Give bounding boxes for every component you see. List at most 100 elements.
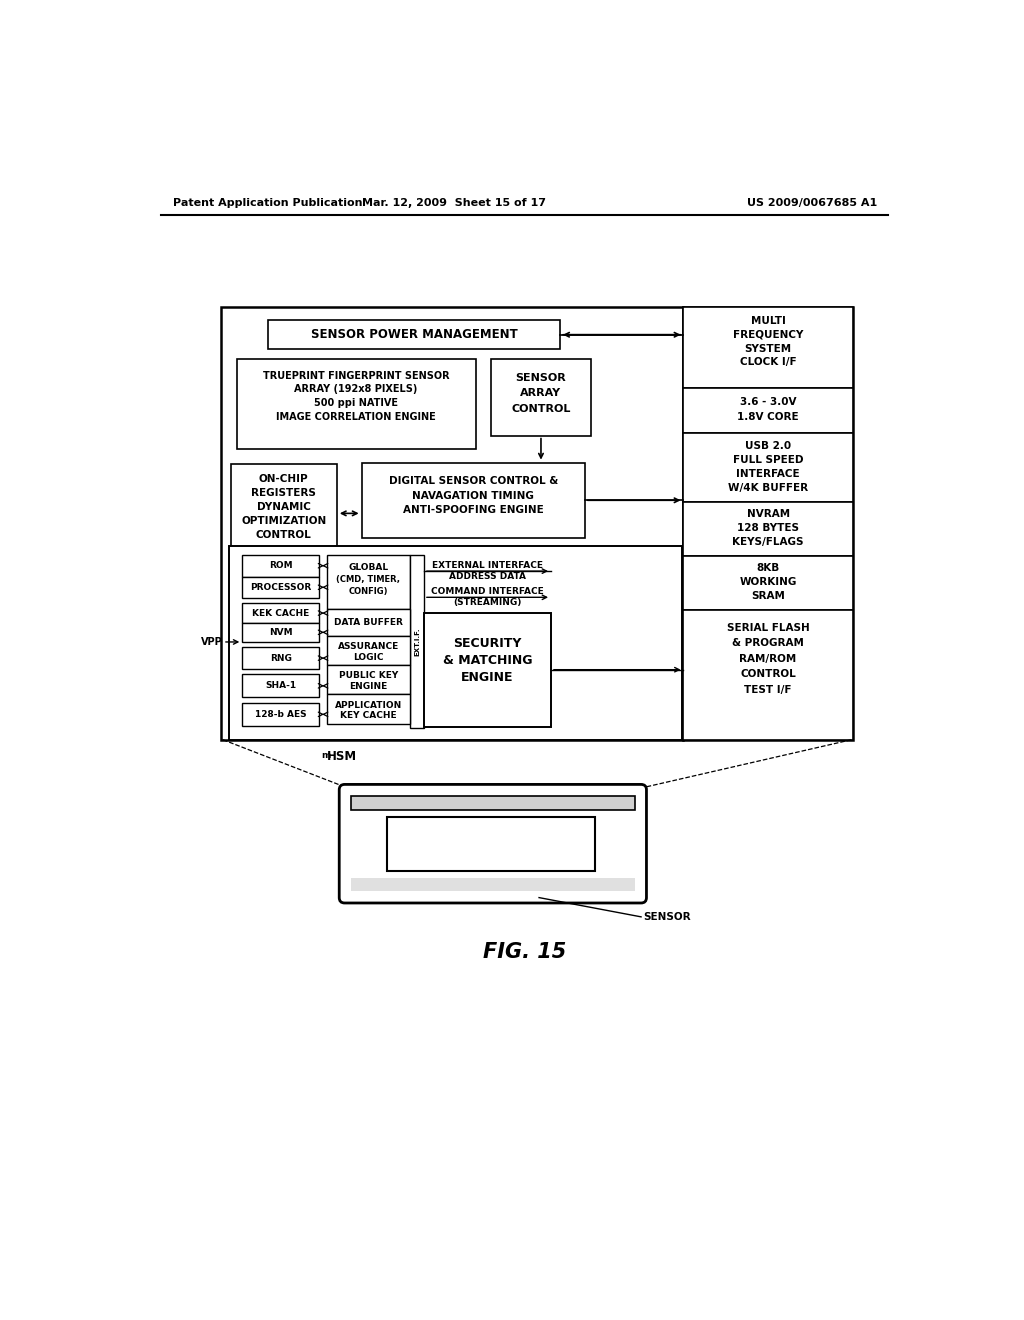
Text: ASSURANCE: ASSURANCE <box>338 642 399 651</box>
Text: INTERFACE: INTERFACE <box>736 469 800 479</box>
Bar <box>243 647 319 669</box>
Text: m: m <box>322 751 331 760</box>
Text: (STREAMING): (STREAMING) <box>454 598 521 607</box>
Text: DYNAMIC: DYNAMIC <box>257 502 310 512</box>
Bar <box>387 817 595 871</box>
Text: KEY CACHE: KEY CACHE <box>340 711 397 721</box>
Text: CONFIG): CONFIG) <box>349 587 388 597</box>
Text: CONTROL: CONTROL <box>256 529 311 540</box>
Text: MULTI: MULTI <box>751 315 785 326</box>
Text: HSM: HSM <box>327 750 357 763</box>
Bar <box>410 554 424 729</box>
Text: ROM: ROM <box>269 561 293 570</box>
Bar <box>243 577 319 598</box>
Text: 500 ppi NATIVE: 500 ppi NATIVE <box>314 399 398 408</box>
Bar <box>490 359 591 436</box>
Text: SENSOR POWER MANAGEMENT: SENSOR POWER MANAGEMENT <box>310 329 517 342</box>
Text: FREQUENCY: FREQUENCY <box>733 330 803 339</box>
Bar <box>327 609 410 636</box>
Text: CONTROL: CONTROL <box>740 669 796 680</box>
Bar <box>221 308 683 739</box>
Text: CLOCK I/F: CLOCK I/F <box>739 358 797 367</box>
Text: OPTIMIZATION: OPTIMIZATION <box>242 516 327 527</box>
Text: 1.8V CORE: 1.8V CORE <box>737 412 799 422</box>
Bar <box>237 359 475 449</box>
Text: NVM: NVM <box>269 628 293 636</box>
Text: NVRAM: NVRAM <box>746 510 790 519</box>
Text: SENSOR: SENSOR <box>516 372 566 383</box>
Text: EXT.I.F.: EXT.I.F. <box>414 627 420 656</box>
Text: TRUEPRINT FINGERPRINT SENSOR: TRUEPRINT FINGERPRINT SENSOR <box>263 371 450 380</box>
Text: & MATCHING: & MATCHING <box>442 653 532 667</box>
Text: SYSTEM: SYSTEM <box>744 343 792 354</box>
Text: ON-CHIP: ON-CHIP <box>259 474 308 484</box>
Text: SRAM: SRAM <box>752 591 785 601</box>
Text: ENGINE: ENGINE <box>349 682 388 692</box>
Text: (CMD, TIMER,: (CMD, TIMER, <box>337 576 400 583</box>
Text: ENGINE: ENGINE <box>461 671 514 684</box>
Text: RNG: RNG <box>269 653 292 663</box>
Text: TEST I/F: TEST I/F <box>744 685 792 694</box>
Text: FIG. 15: FIG. 15 <box>483 941 566 961</box>
Text: ANTI-SPOOFING ENGINE: ANTI-SPOOFING ENGINE <box>402 506 544 515</box>
Text: KEYS/FLAGS: KEYS/FLAGS <box>732 537 804 546</box>
Text: NAVAGATION TIMING: NAVAGATION TIMING <box>413 491 535 500</box>
Bar <box>267 321 560 350</box>
Bar <box>327 694 410 723</box>
Text: SERIAL FLASH: SERIAL FLASH <box>727 623 810 634</box>
Text: LOGIC: LOGIC <box>353 653 384 661</box>
Text: USB 2.0: USB 2.0 <box>745 441 792 451</box>
Bar <box>243 623 319 642</box>
Text: PUBLIC KEY: PUBLIC KEY <box>339 672 398 680</box>
Bar <box>243 675 319 697</box>
Text: FULL SPEED: FULL SPEED <box>733 455 804 465</box>
Bar <box>327 665 410 694</box>
Text: 3.6 - 3.0V: 3.6 - 3.0V <box>740 397 797 407</box>
Text: APPLICATION: APPLICATION <box>335 701 402 710</box>
Text: RAM/ROM: RAM/ROM <box>739 653 797 664</box>
Bar <box>243 603 319 623</box>
Text: IMAGE CORRELATION ENGINE: IMAGE CORRELATION ENGINE <box>276 412 436 422</box>
Text: KEK CACHE: KEK CACHE <box>252 609 309 618</box>
Bar <box>683 433 853 502</box>
Text: ARRAY (192x8 PIXELS): ARRAY (192x8 PIXELS) <box>295 384 418 395</box>
Bar <box>327 636 410 665</box>
Text: SHA-1: SHA-1 <box>265 681 296 690</box>
Bar <box>230 465 337 562</box>
Bar <box>424 612 551 726</box>
Text: 128 BYTES: 128 BYTES <box>737 523 799 533</box>
Text: GLOBAL: GLOBAL <box>348 562 388 572</box>
Text: EXTERNAL INTERFACE: EXTERNAL INTERFACE <box>432 561 543 570</box>
Bar <box>229 545 682 739</box>
Bar <box>351 796 635 810</box>
Text: ARRAY: ARRAY <box>520 388 561 399</box>
Text: VPP: VPP <box>201 638 223 647</box>
Bar <box>243 554 319 577</box>
Text: US 2009/0067685 A1: US 2009/0067685 A1 <box>748 198 878 209</box>
Text: Mar. 12, 2009  Sheet 15 of 17: Mar. 12, 2009 Sheet 15 of 17 <box>361 198 546 209</box>
Bar <box>327 554 410 609</box>
Text: REGISTERS: REGISTERS <box>251 488 316 499</box>
Text: CONTROL: CONTROL <box>511 404 570 413</box>
Text: WORKING: WORKING <box>739 577 797 587</box>
Bar <box>243 702 319 726</box>
Text: DIGITAL SENSOR CONTROL &: DIGITAL SENSOR CONTROL & <box>388 477 558 486</box>
Text: SECURITY: SECURITY <box>454 638 521 649</box>
Text: Patent Application Publication: Patent Application Publication <box>173 198 362 209</box>
Bar <box>683 308 853 388</box>
Bar <box>361 462 585 539</box>
Text: W/4K BUFFER: W/4K BUFFER <box>728 483 808 492</box>
Text: SENSOR: SENSOR <box>643 912 691 921</box>
Bar <box>351 878 635 891</box>
Text: PROCESSOR: PROCESSOR <box>250 583 311 591</box>
Text: 8KB: 8KB <box>757 564 779 573</box>
Bar <box>683 388 853 433</box>
FancyBboxPatch shape <box>339 784 646 903</box>
Text: 128-b AES: 128-b AES <box>255 710 306 719</box>
Text: & PROGRAM: & PROGRAM <box>732 639 804 648</box>
Text: DATA BUFFER: DATA BUFFER <box>334 618 402 627</box>
Bar <box>683 556 853 610</box>
Bar <box>683 502 853 556</box>
Text: COMMAND INTERFACE: COMMAND INTERFACE <box>431 587 544 597</box>
Text: ADDRESS DATA: ADDRESS DATA <box>449 572 526 581</box>
